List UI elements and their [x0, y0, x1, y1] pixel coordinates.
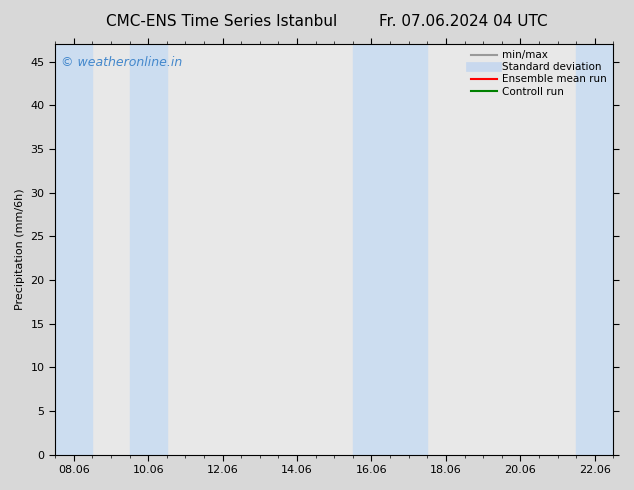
Bar — [353, 44, 427, 455]
Bar — [576, 44, 614, 455]
Legend: min/max, Standard deviation, Ensemble mean run, Controll run: min/max, Standard deviation, Ensemble me… — [467, 46, 611, 101]
Text: CMC-ENS Time Series Istanbul: CMC-ENS Time Series Istanbul — [107, 14, 337, 29]
Text: Fr. 07.06.2024 04 UTC: Fr. 07.06.2024 04 UTC — [378, 14, 547, 29]
Text: © weatheronline.in: © weatheronline.in — [61, 56, 182, 70]
Bar — [55, 44, 93, 455]
Y-axis label: Precipitation (mm/6h): Precipitation (mm/6h) — [15, 189, 25, 310]
Bar — [129, 44, 167, 455]
